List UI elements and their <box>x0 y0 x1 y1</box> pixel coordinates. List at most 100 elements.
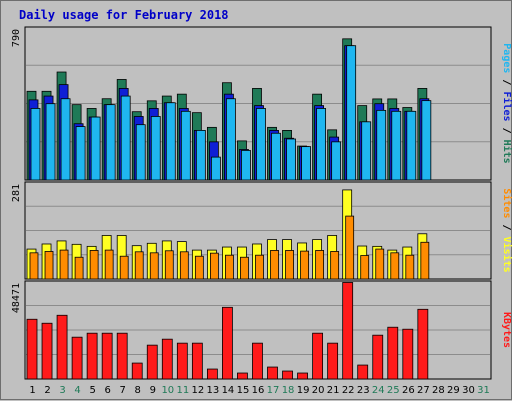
bar-sites-day-17 <box>270 250 279 280</box>
bar-pages-day-18 <box>286 138 296 181</box>
bar-sites-day-12 <box>194 255 204 280</box>
x-tick-label-day-3: 3 <box>59 385 65 396</box>
bar-kbytes-day-8 <box>131 362 143 380</box>
bar-kbytes-day-12 <box>191 342 203 380</box>
x-tick-label-day-1: 1 <box>29 385 35 396</box>
bar-kbytes-day-10 <box>161 338 173 380</box>
panel-1-legend-label: Pages / Files / Hits <box>501 43 512 163</box>
legend-part: / <box>501 218 512 236</box>
bar-kbytes-day-25 <box>387 326 399 380</box>
x-tick-label-day-31: 31 <box>477 385 490 396</box>
bar-pages-day-17 <box>271 132 281 181</box>
x-tick-label-day-21: 21 <box>327 385 340 396</box>
x-tick-label-day-17: 17 <box>267 385 280 396</box>
legend-part: KBytes <box>501 312 512 348</box>
x-tick-label-day-7: 7 <box>120 385 126 396</box>
bar-pages-day-26 <box>406 110 417 181</box>
bar-kbytes-day-13 <box>206 368 218 380</box>
bar-sites-day-1 <box>29 252 39 280</box>
bar-pages-day-5 <box>90 116 101 181</box>
x-tick-label-day-19: 19 <box>297 385 310 396</box>
x-tick-label-day-9: 9 <box>150 385 156 396</box>
bar-pages-day-10 <box>165 102 176 181</box>
bar-pages-day-25 <box>391 110 402 181</box>
bar-kbytes-day-19 <box>297 372 308 380</box>
bar-pages-day-24 <box>376 109 387 181</box>
x-tick-label-day-28: 28 <box>432 385 445 396</box>
bar-sites-day-11 <box>179 251 189 280</box>
bar-pages-day-9 <box>150 116 161 181</box>
panel-2-ymax-label: 281 <box>11 184 22 202</box>
bar-pages-day-23 <box>361 121 372 181</box>
bar-sites-day-14 <box>225 254 234 280</box>
x-tick-label-day-30: 30 <box>462 385 475 396</box>
x-tick-label-day-14: 14 <box>222 385 235 396</box>
legend-part: Hits <box>501 140 512 164</box>
x-tick-label-day-20: 20 <box>312 385 325 396</box>
bar-sites-day-2 <box>44 251 54 280</box>
bar-pages-day-16 <box>256 108 266 181</box>
bar-sites-day-24 <box>375 248 385 280</box>
bar-pages-day-11 <box>180 110 191 181</box>
x-tick-label-day-27: 27 <box>417 385 430 396</box>
bar-sites-day-22 <box>345 215 355 280</box>
panel-3-ymax-label: 48471 <box>11 283 22 313</box>
bar-kbytes-day-1 <box>26 318 38 380</box>
bar-kbytes-day-9 <box>146 344 158 380</box>
bar-sites-day-4 <box>74 256 84 280</box>
bar-sites-day-5 <box>89 250 99 280</box>
x-tick-label-day-24: 24 <box>372 385 385 396</box>
bar-sites-day-23 <box>360 255 370 280</box>
x-tick-label-day-8: 8 <box>135 385 141 396</box>
x-tick-label-day-15: 15 <box>237 385 250 396</box>
x-tick-label-day-10: 10 <box>161 385 174 396</box>
bar-sites-day-25 <box>390 252 400 280</box>
x-tick-label-day-22: 22 <box>342 385 355 396</box>
x-tick-label-day-29: 29 <box>447 385 460 396</box>
bar-kbytes-day-7 <box>116 332 128 380</box>
x-tick-label-day-13: 13 <box>207 385 220 396</box>
x-tick-label-day-4: 4 <box>74 385 80 396</box>
bar-pages-day-21 <box>331 141 342 181</box>
legend-part: Pages <box>501 43 512 73</box>
bar-kbytes-day-20 <box>312 332 324 380</box>
x-tick-label-day-12: 12 <box>192 385 205 396</box>
bar-pages-day-8 <box>135 124 146 181</box>
bar-pages-day-6 <box>105 104 116 181</box>
bar-kbytes-day-17 <box>267 366 278 380</box>
bar-kbytes-day-24 <box>372 334 384 380</box>
legend-part: Sites <box>501 188 512 218</box>
bar-sites-day-26 <box>405 254 415 280</box>
x-tick-label-day-23: 23 <box>357 385 370 396</box>
bar-sites-day-9 <box>149 252 159 280</box>
bar-pages-day-19 <box>301 146 311 181</box>
bar-kbytes-day-14 <box>222 306 233 380</box>
bar-pages-day-12 <box>195 130 206 181</box>
bar-kbytes-day-23 <box>357 364 369 380</box>
bar-kbytes-day-5 <box>86 332 98 380</box>
panel-3-legend-label: KBytes <box>501 312 512 348</box>
bar-sites-day-19 <box>300 250 309 280</box>
bar-kbytes-day-21 <box>327 342 339 380</box>
bar-kbytes-day-18 <box>282 370 293 380</box>
x-tick-label-day-26: 26 <box>402 385 415 396</box>
bar-pages-day-7 <box>120 95 131 181</box>
legend-part: Visits <box>501 237 512 273</box>
bar-kbytes-day-16 <box>252 342 263 380</box>
x-tick-label-day-25: 25 <box>387 385 400 396</box>
bar-pages-day-27 <box>421 100 432 181</box>
x-tick-label-day-16: 16 <box>252 385 265 396</box>
x-tick-label-day-5: 5 <box>89 385 95 396</box>
bar-sites-day-13 <box>209 252 219 280</box>
panel-2-legend-label: Sites / Visits <box>501 188 512 272</box>
bar-sites-day-10 <box>164 250 174 280</box>
bar-sites-day-6 <box>104 249 114 280</box>
chart-title: Daily usage for February 2018 <box>19 8 229 22</box>
bar-kbytes-day-11 <box>176 342 188 380</box>
bar-sites-day-27 <box>420 241 430 280</box>
panel-1-ymax-label: 790 <box>11 29 22 47</box>
legend-part: Files <box>501 91 512 121</box>
bar-sites-day-21 <box>330 251 340 280</box>
